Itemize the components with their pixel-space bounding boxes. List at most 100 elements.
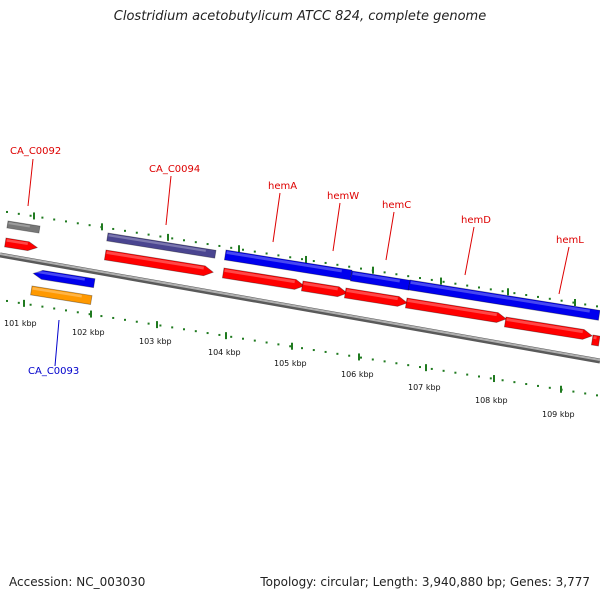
major-tick — [167, 233, 169, 241]
cds-next[interactable] — [590, 334, 600, 347]
minor-tick — [76, 311, 79, 314]
minor-tick — [124, 229, 126, 232]
gene-label[interactable]: hemD — [461, 215, 491, 226]
gene-hemA[interactable] — [223, 249, 353, 281]
gene-CA_C0092[interactable] — [6, 220, 41, 234]
minor-tick — [442, 280, 445, 283]
minor-tick — [124, 318, 126, 321]
minor-tick — [572, 390, 575, 393]
gene-label[interactable]: hemL — [556, 235, 584, 246]
minor-tick — [312, 260, 315, 263]
kbp-label: 109 kbp — [542, 410, 575, 419]
gene-hemC-hemD-hemL[interactable] — [407, 279, 600, 321]
minor-tick — [312, 349, 315, 352]
label-leader-line — [272, 192, 281, 243]
gene-CA_C0094[interactable] — [106, 232, 217, 259]
cds-CA_C0093[interactable] — [30, 285, 93, 305]
minor-tick — [324, 261, 327, 264]
minor-tick — [419, 366, 421, 369]
gene-label[interactable]: hemW — [327, 191, 359, 202]
major-tick — [493, 375, 495, 383]
major-tick — [156, 321, 158, 329]
minor-tick — [253, 339, 256, 342]
major-tick — [90, 310, 92, 318]
gene-label[interactable]: CA_C0092 — [10, 146, 61, 157]
minor-tick — [135, 320, 138, 323]
minor-tick — [395, 273, 398, 276]
minor-tick — [147, 233, 150, 236]
minor-tick — [301, 347, 303, 350]
gene-CA_C0093[interactable] — [32, 269, 96, 289]
minor-tick — [230, 335, 233, 338]
tick-marks — [6, 210, 598, 397]
minor-tick — [242, 337, 244, 340]
minor-tick — [525, 294, 528, 297]
cds-CA_C0094[interactable] — [103, 249, 215, 277]
minor-tick — [135, 231, 138, 234]
major-tick — [291, 342, 293, 350]
label-leader-line — [165, 175, 172, 226]
cds-hemC[interactable] — [343, 287, 409, 308]
gene-labels: CA_C0092 CA_C0093 CA_C0094 hemA hemW hemC hemD… — [10, 146, 584, 377]
major-tick — [560, 385, 562, 393]
gene-label[interactable]: CA_C0093 — [28, 366, 79, 377]
gene-hemW[interactable] — [349, 270, 411, 291]
major-tick — [238, 245, 240, 253]
minor-tick — [537, 295, 539, 298]
major-tick — [372, 266, 374, 274]
minor-tick — [159, 235, 162, 238]
gene-features — [4, 220, 600, 347]
gene-label[interactable]: CA_C0094 — [149, 164, 200, 175]
minor-tick — [6, 210, 8, 213]
minor-tick — [525, 383, 528, 386]
minor-tick — [265, 341, 268, 344]
gene-label[interactable]: hemA — [268, 181, 297, 192]
kbp-label: 102 kbp — [72, 328, 105, 337]
cds-hemW[interactable] — [300, 280, 349, 298]
minor-tick — [218, 244, 221, 247]
cds-hemA[interactable] — [221, 267, 306, 291]
label-leader-line — [27, 158, 34, 207]
minor-tick — [360, 267, 362, 270]
minor-tick — [53, 307, 56, 310]
genome-backbone — [0, 252, 600, 364]
minor-tick — [596, 394, 598, 397]
cds-hemD[interactable] — [404, 297, 508, 324]
minor-tick — [41, 216, 44, 219]
minor-tick — [348, 265, 351, 268]
minor-tick — [29, 214, 32, 217]
minor-tick — [301, 258, 303, 261]
minor-tick — [277, 254, 280, 257]
minor-tick — [65, 220, 67, 223]
kbp-label: 108 kbp — [475, 396, 508, 405]
minor-tick — [242, 248, 244, 251]
minor-tick — [383, 271, 386, 274]
minor-tick — [6, 299, 8, 302]
minor-tick — [584, 303, 587, 306]
minor-tick — [183, 239, 185, 242]
minor-tick — [478, 375, 480, 378]
minor-tick — [407, 364, 410, 367]
minor-tick — [454, 282, 457, 285]
minor-tick — [171, 237, 174, 240]
label-leader-line — [332, 202, 341, 252]
minor-tick — [206, 243, 209, 246]
minor-tick — [442, 369, 445, 372]
minor-tick — [419, 277, 421, 280]
major-tick — [101, 223, 103, 231]
minor-tick — [88, 313, 91, 316]
minor-tick — [395, 362, 398, 365]
minor-tick — [584, 392, 587, 395]
minor-tick — [537, 384, 539, 387]
minor-tick — [194, 330, 197, 333]
minor-tick — [360, 356, 362, 359]
gene-label[interactable]: hemC — [382, 200, 411, 211]
minor-tick — [65, 309, 67, 312]
minor-tick — [324, 350, 327, 353]
cds-CA_C0092[interactable] — [4, 237, 39, 252]
minor-tick — [454, 371, 457, 374]
minor-tick — [171, 326, 174, 329]
cds-hemL[interactable] — [503, 316, 594, 341]
minor-tick — [183, 328, 185, 331]
